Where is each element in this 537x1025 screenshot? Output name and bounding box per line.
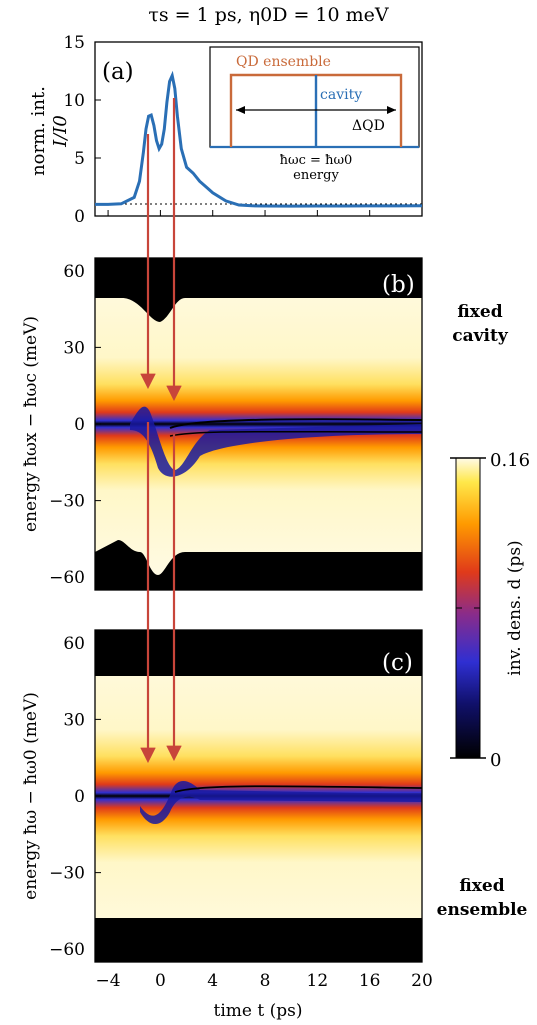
panel-a-label: (a) [102,59,134,85]
figure-title: τs = 1 ps, η0D = 10 meV [148,4,389,26]
bTicks-ytick-label: −30 [49,492,85,512]
panel-c-transient-feature [140,780,422,825]
fixed-ensemble-label-line1: fixed [459,876,505,896]
panel-b: −60 −30 0 30 60 (b) energy ħωx − ħωc (meV) [21,257,423,591]
panel-a-ytick-label: 15 [63,33,85,53]
fixed-ensemble-label: fixed ensemble [430,874,534,922]
panel-a-ylabel-line1: norm. int. [28,86,49,176]
inset-width-label: ΔQD [352,118,385,134]
panel-c-lower-black-band [95,918,422,962]
fixed-ensemble-label-line2: ensemble [436,900,528,920]
cTicks-ytick-label: −30 [49,864,85,884]
inset-title: QD ensemble [236,54,331,70]
width-arrow-right-head [387,106,396,114]
panel-b-heatmap [95,258,422,590]
cTicks-ytick-label: 0 [74,787,85,807]
panel-c-label: (c) [382,650,413,676]
panel-b-transient-feature [130,406,422,477]
inset-diagram: QD ensemble cavity ΔQD ħωc = ħω0 energy [209,46,420,183]
x-axis-label: time t (ps) [214,1001,303,1021]
fixed-cavity-label-line1: fixed [457,302,503,322]
colorbar-max-label: 0.16 [490,450,530,471]
x-tick-label: 8 [260,971,271,991]
panel-b-lower-black-band [95,540,422,590]
fixed-cavity-label-line2: cavity [452,326,508,346]
panel-b-label: (b) [382,272,415,298]
panel-c-ylabel: energy ħω − ħω0 (meV) [21,692,41,900]
panel-c: −60 −30 0 30 60 −4 0 4 8 12 16 20 (c) energy ħω − ħ… [21,629,433,1021]
inset-xaxis-line1: ħωc = ħω0 [280,153,353,168]
bTicks-ytick-label: 0 [74,415,85,435]
panel-a: 0 5 10 15 (a) norm. int. I/I0 QD ensemble c… [28,33,423,227]
panel-c-heatmap [95,630,422,962]
colorbar-label: inv. dens. d (ps) [505,540,525,675]
x-tick-label: 4 [207,971,218,991]
intensity-curve [95,70,423,208]
panel-a-ytick-label: 10 [63,91,85,111]
width-arrow-left-head [236,106,245,114]
panel-a-ytick-label: 0 [74,207,85,227]
bTicks-ytick-label: 30 [63,338,85,358]
colorbar-min-label: 0 [490,750,501,771]
inset-xaxis-line2: energy [293,168,339,183]
x-tick-label: −4 [96,971,121,991]
x-tick-label: 0 [155,971,166,991]
bTicks-ytick-label: 60 [63,262,85,282]
x-tick-label: 20 [411,971,433,991]
cTicks-ytick-label: 60 [63,634,85,654]
colorbar: 0.16 0 inv. dens. d (ps) [450,450,530,771]
panel-c-upper-black-band [95,630,422,676]
x-tick-label: 12 [307,971,329,991]
cTicks-ytick-label: 30 [63,710,85,730]
panel-a-ylabel-line2: I/I0 [50,115,71,148]
panel-a-ytick-label: 5 [74,149,85,169]
inset-cavity-label: cavity [320,87,362,103]
correspondence-arrows [140,98,182,764]
panel-b-ylabel: energy ħωx − ħωc (meV) [21,316,41,532]
inset-frame [209,46,420,148]
x-tick-label: 16 [359,971,381,991]
bTicks-ytick-label: −60 [49,568,85,588]
panel-b-upper-black-band [95,258,422,322]
cTicks-ytick-label: −60 [49,940,85,960]
fixed-cavity-label: fixed cavity [430,300,530,348]
